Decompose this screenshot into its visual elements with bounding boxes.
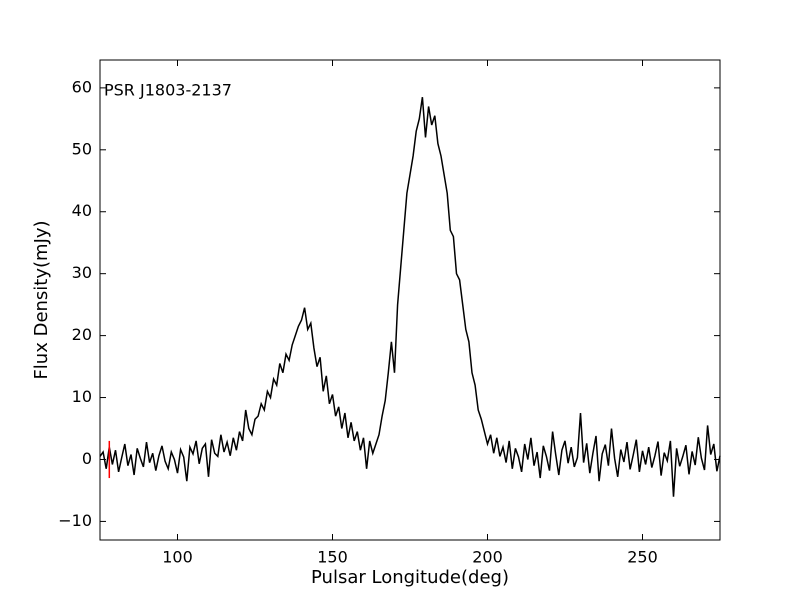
x-tick-label: 200 (472, 548, 503, 567)
x-tick-label: 250 (627, 548, 658, 567)
data-line (99, 97, 721, 497)
x-tick-label: 100 (162, 548, 193, 567)
y-axis-label: Flux Density(mJy) (31, 220, 52, 379)
y-tick-label: 20 (72, 325, 92, 344)
x-axis-label: Pulsar Longitude(deg) (311, 567, 509, 588)
y-tick-label: 40 (72, 201, 92, 220)
y-tick-label: 60 (72, 77, 92, 96)
y-tick-label: 10 (72, 387, 92, 406)
y-tick-label: 0 (82, 449, 92, 468)
y-tick-label: 50 (72, 139, 92, 158)
y-tick-label: 30 (72, 263, 92, 282)
y-tick-label: −10 (58, 511, 92, 530)
plot-frame (99, 59, 721, 541)
annotation: PSR J1803-2137 (104, 81, 232, 100)
x-tick-label: 150 (317, 548, 348, 567)
